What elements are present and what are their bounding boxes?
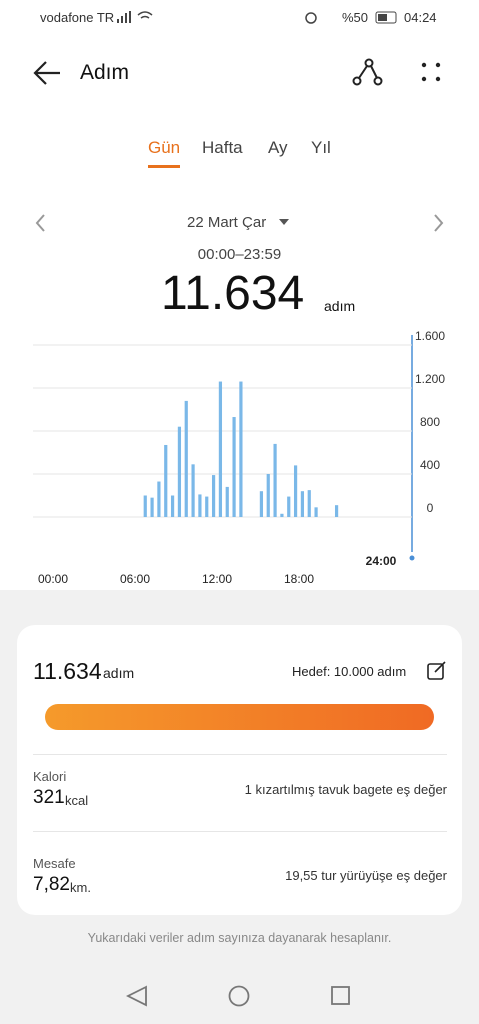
total-steps: 11.634 bbox=[161, 267, 305, 320]
status-icons bbox=[117, 11, 397, 24]
bar bbox=[314, 507, 318, 517]
carrier: vodafone TR bbox=[40, 10, 115, 25]
bar bbox=[232, 417, 236, 517]
nav-recent[interactable] bbox=[331, 986, 350, 1005]
page-title: Adım bbox=[80, 61, 130, 84]
calories-equivalent: 1 kızartılmış tavuk bagete eş değer bbox=[244, 782, 447, 797]
nav-bar bbox=[125, 985, 350, 1007]
header-icons bbox=[33, 58, 441, 86]
tab[interactable]: Yıl bbox=[311, 138, 331, 157]
bar bbox=[273, 443, 277, 517]
date[interactable]: 22 Mart Çar bbox=[187, 214, 267, 231]
tab[interactable]: Ay bbox=[268, 138, 288, 157]
date-nav bbox=[35, 214, 444, 232]
bar bbox=[280, 513, 284, 517]
x-tick-label: 00:00 bbox=[38, 572, 68, 586]
divider bbox=[33, 754, 447, 755]
distance-value: 7,82 bbox=[33, 874, 70, 895]
bar bbox=[184, 400, 188, 517]
x-tick-label: 24:00 bbox=[366, 554, 397, 568]
bar bbox=[266, 474, 270, 517]
bar bbox=[198, 494, 202, 517]
y-tick-label: 0 bbox=[427, 501, 434, 515]
card-steps: 11.634 bbox=[33, 658, 102, 684]
calories-value: 321 bbox=[33, 787, 65, 808]
bar bbox=[218, 381, 223, 517]
bar bbox=[191, 464, 195, 517]
x-tick-label: 12:00 bbox=[202, 572, 232, 586]
nav-home[interactable] bbox=[228, 985, 250, 1007]
bar bbox=[164, 444, 168, 517]
summary-card bbox=[17, 625, 462, 915]
card-unit: adım bbox=[103, 665, 135, 681]
bar bbox=[300, 491, 305, 517]
bar bbox=[211, 475, 216, 517]
divider bbox=[33, 831, 447, 832]
nav-back[interactable] bbox=[125, 985, 147, 1007]
time-range: 00:00–23:59 bbox=[197, 246, 282, 263]
share-button[interactable] bbox=[352, 58, 383, 86]
bar bbox=[239, 381, 243, 517]
distance-label: Mesafe bbox=[33, 856, 76, 871]
progress-bar bbox=[45, 704, 434, 730]
y-tick-label: 1.600 bbox=[415, 329, 445, 343]
bar bbox=[170, 495, 175, 517]
tab[interactable]: Gün bbox=[148, 138, 181, 157]
bar bbox=[287, 496, 291, 517]
bar bbox=[334, 505, 339, 517]
tab[interactable]: Hafta bbox=[202, 138, 243, 157]
more-button[interactable] bbox=[421, 62, 441, 82]
total-unit: adım bbox=[324, 298, 356, 314]
y-tick-label: 1.200 bbox=[415, 372, 445, 386]
bar bbox=[205, 496, 209, 517]
edit-goal[interactable] bbox=[426, 660, 448, 682]
tab-indicator bbox=[148, 165, 180, 168]
chart: 0 400 800 1.200 1.600 00:00 06:00 12:00 18:00 24:… bbox=[33, 329, 445, 586]
distance-unit: km. bbox=[70, 880, 91, 895]
bar bbox=[150, 497, 154, 517]
x-tick-label: 06:00 bbox=[120, 572, 150, 586]
bar bbox=[177, 426, 182, 517]
bar bbox=[157, 481, 161, 517]
x-tick-label: 18:00 bbox=[284, 572, 314, 586]
goal: Hedef: 10.000 adım bbox=[292, 664, 407, 679]
next-day[interactable] bbox=[434, 214, 444, 232]
y-tick-label: 800 bbox=[420, 415, 440, 429]
calories-unit: kcal bbox=[65, 793, 89, 808]
bar bbox=[259, 491, 264, 517]
calories-label: Kalori bbox=[33, 769, 67, 784]
footnote: Yukarıdaki veriler adım sayınıza dayanar… bbox=[87, 931, 392, 945]
clock: 04:24 bbox=[404, 10, 437, 25]
battery: %50 bbox=[342, 10, 369, 25]
back-button[interactable] bbox=[33, 61, 60, 85]
prev-day[interactable] bbox=[35, 214, 45, 232]
bar bbox=[293, 465, 298, 517]
bar bbox=[307, 490, 311, 517]
y-tick-label: 400 bbox=[420, 458, 440, 472]
bar bbox=[143, 495, 147, 517]
distance-equivalent: 19,55 tur yürüyüşe eş değer bbox=[285, 868, 447, 883]
bar bbox=[225, 486, 229, 517]
